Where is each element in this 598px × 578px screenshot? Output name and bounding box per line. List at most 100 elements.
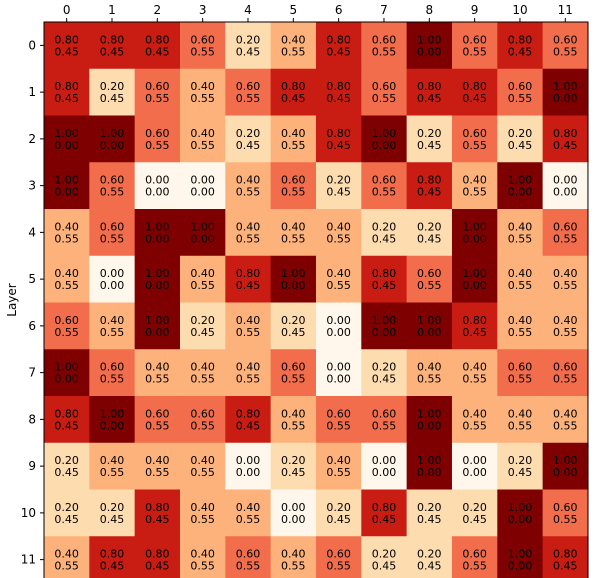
cell-value-secondary: 0.00 — [372, 326, 397, 339]
heatmap-cell — [542, 302, 589, 350]
cell-value-primary: 0.00 — [553, 174, 578, 187]
heatmap-cell — [44, 162, 90, 210]
cell-value-secondary: 0.55 — [236, 560, 261, 573]
cell-value-primary: 0.80 — [372, 501, 397, 514]
cell-value-primary: 0.60 — [100, 220, 125, 233]
cell-value-secondary: 0.00 — [553, 186, 578, 199]
y-tick-label: 2 — [28, 132, 36, 146]
cell-value-secondary: 0.45 — [508, 45, 533, 58]
cell-value-primary: 0.40 — [190, 80, 215, 93]
cell-value-primary: 0.40 — [54, 267, 79, 280]
heatmap-cell — [134, 442, 181, 491]
cell-value-primary: 1.00 — [462, 220, 487, 233]
heatmap-cell — [451, 536, 498, 578]
heatmap-cell — [270, 68, 317, 117]
heatmap-cell — [361, 489, 408, 537]
cell-value-primary: 0.00 — [100, 267, 125, 280]
cell-value-primary: 0.20 — [326, 174, 351, 187]
heatmap-cell — [89, 209, 136, 257]
cell-value-secondary: 0.55 — [553, 326, 578, 339]
heatmap-cell — [451, 489, 498, 537]
cell-value-primary: 1.00 — [54, 361, 79, 374]
cell-value-primary: 0.40 — [508, 267, 533, 280]
cell-value-primary: 0.40 — [190, 454, 215, 467]
heatmap-cell — [497, 442, 544, 491]
cell-value-primary: 1.00 — [417, 314, 442, 327]
cell-value-primary: 0.00 — [145, 174, 170, 187]
cell-value-primary: 0.40 — [236, 174, 261, 187]
heatmap-cell — [270, 442, 317, 491]
cell-value-secondary: 0.00 — [553, 92, 578, 105]
cell-value-primary: 0.80 — [54, 33, 79, 46]
cell-value-secondary: 0.55 — [236, 232, 261, 245]
cell-value-primary: 0.60 — [462, 127, 487, 140]
cell-value-primary: 0.80 — [417, 174, 442, 187]
cell-value-primary: 0.40 — [417, 361, 442, 374]
cell-value-secondary: 0.45 — [281, 92, 306, 105]
cell-value-primary: 0.40 — [236, 501, 261, 514]
cell-value-secondary: 0.45 — [145, 45, 170, 58]
x-tick-label: 5 — [289, 3, 297, 17]
cell-value-primary: 0.40 — [326, 267, 351, 280]
cell-value-primary: 0.60 — [372, 174, 397, 187]
cell-value-primary: 0.40 — [462, 174, 487, 187]
cell-value-secondary: 0.45 — [54, 45, 79, 58]
cell-value-secondary: 0.55 — [190, 560, 215, 573]
cell-value-primary: 0.80 — [553, 127, 578, 140]
heatmap-cell — [44, 209, 90, 257]
heatmap-cell — [451, 349, 498, 397]
cell-value-primary: 0.00 — [326, 361, 351, 374]
cell-value-secondary: 0.00 — [508, 186, 533, 199]
cell-value-secondary: 0.45 — [145, 560, 170, 573]
heatmap-cell — [406, 489, 453, 537]
heatmap-cell — [134, 209, 181, 257]
heatmap-cell — [497, 162, 544, 210]
heatmap-cell — [44, 489, 90, 537]
cell-value-secondary: 0.55 — [190, 92, 215, 105]
heatmap-cell — [361, 209, 408, 257]
heatmap-cell — [542, 442, 589, 491]
cell-value-primary: 0.20 — [462, 501, 487, 514]
heatmap-cell — [134, 489, 181, 537]
cell-value-primary: 0.40 — [281, 220, 306, 233]
cell-value-primary: 0.20 — [417, 220, 442, 233]
cell-value-secondary: 0.55 — [281, 45, 306, 58]
cell-value-primary: 0.60 — [281, 361, 306, 374]
heatmap-cell — [270, 489, 317, 537]
cell-value-primary: 1.00 — [281, 267, 306, 280]
cell-value-secondary: 0.45 — [190, 326, 215, 339]
heatmap-cell — [179, 302, 226, 350]
heatmap-cell — [451, 115, 498, 163]
cell-value-secondary: 0.55 — [100, 326, 125, 339]
cell-value-secondary: 0.55 — [281, 139, 306, 152]
cell-value-primary: 0.60 — [553, 361, 578, 374]
cell-value-secondary: 0.55 — [145, 466, 170, 479]
heatmap-cell — [315, 209, 362, 257]
cell-value-primary: 0.20 — [508, 127, 533, 140]
cell-value-secondary: 0.45 — [100, 513, 125, 526]
cell-value-secondary: 0.55 — [281, 373, 306, 386]
heatmap-cell — [270, 349, 317, 397]
cell-value-primary: 0.80 — [100, 33, 125, 46]
cell-value-secondary: 0.55 — [100, 373, 125, 386]
heatmap-cell — [361, 536, 408, 578]
heatmap-cell — [315, 162, 362, 210]
cell-value-secondary: 0.45 — [326, 139, 351, 152]
cell-value-primary: 0.00 — [372, 454, 397, 467]
cell-value-secondary: 0.55 — [462, 419, 487, 432]
heatmap-cell — [361, 255, 408, 304]
cell-value-secondary: 0.55 — [326, 419, 351, 432]
cell-value-primary: 0.60 — [145, 407, 170, 420]
heatmap-cell — [134, 22, 181, 70]
cell-value-secondary: 0.45 — [54, 419, 79, 432]
cell-value-primary: 0.60 — [553, 33, 578, 46]
cell-value-secondary: 0.00 — [54, 186, 79, 199]
y-tick-label: 0 — [28, 38, 36, 52]
heatmap-cell — [225, 209, 272, 257]
heatmap-cell — [89, 255, 136, 304]
cell-value-primary: 0.40 — [54, 548, 79, 561]
cell-value-primary: 0.40 — [462, 361, 487, 374]
cell-value-primary: 0.60 — [236, 80, 261, 93]
cell-value-primary: 1.00 — [372, 127, 397, 140]
y-axis-ticks: 0 1 2 3 4 5 6 7 8 9 10 11 — [21, 38, 44, 567]
